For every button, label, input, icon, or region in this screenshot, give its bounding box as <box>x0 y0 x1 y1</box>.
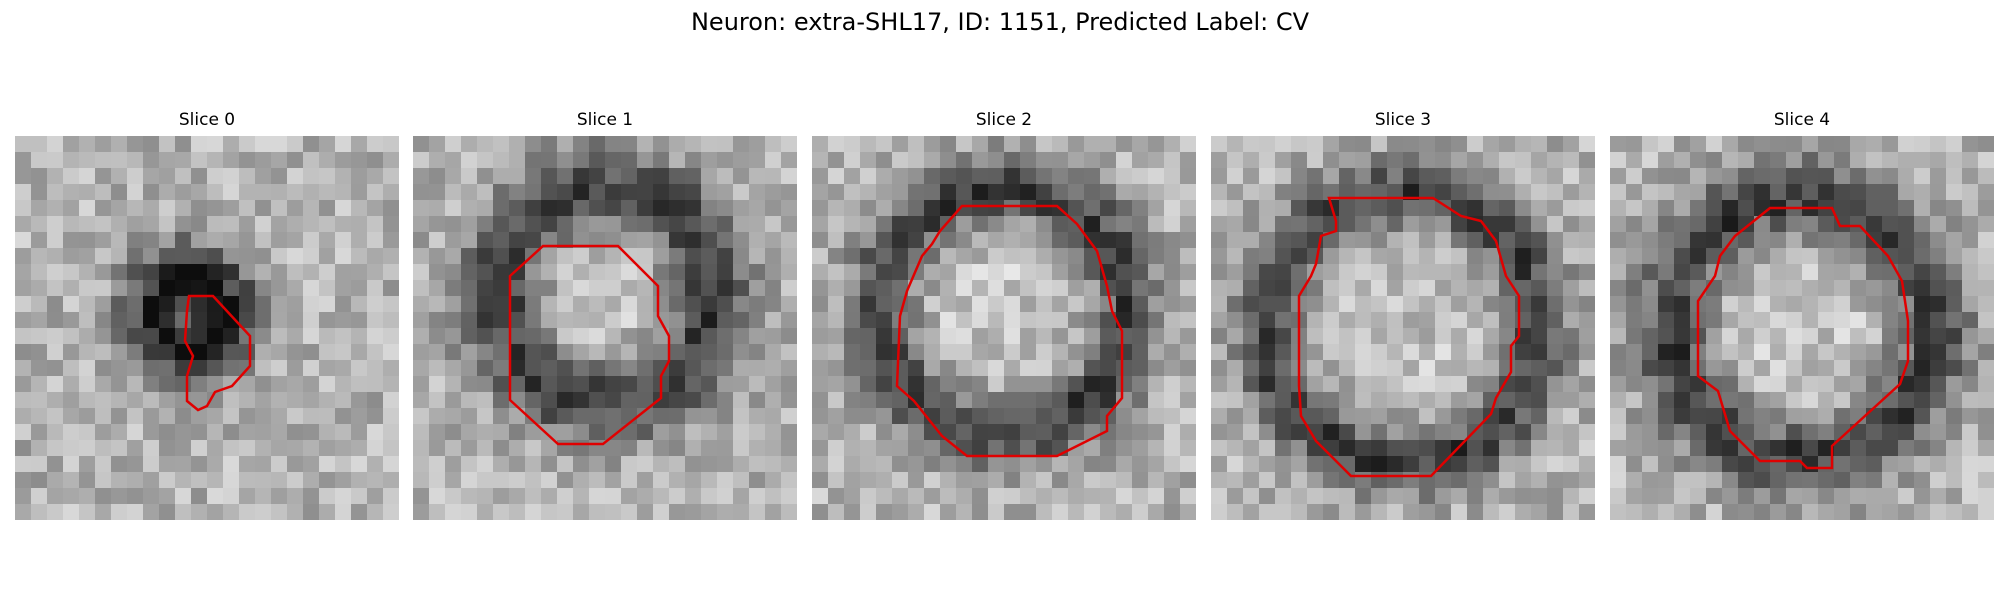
slice-title-3: Slice 3 <box>1374 110 1432 130</box>
slice-title-1: Slice 1 <box>576 110 634 130</box>
slice-title-2: Slice 2 <box>975 110 1033 130</box>
contour-outline-1 <box>508 244 671 446</box>
slice-panel-4: Slice 4 <box>1610 108 1994 520</box>
slice-panel-1: Slice 1 <box>413 108 797 520</box>
contour-outline-3 <box>1297 196 1521 478</box>
slice-image-2 <box>812 136 1196 520</box>
contour-outline-4 <box>1696 206 1910 470</box>
slice-image-1 <box>413 136 797 520</box>
slice-title-4: Slice 4 <box>1773 110 1831 130</box>
slice-panel-2: Slice 2 <box>812 108 1196 520</box>
slice-title-0: Slice 0 <box>178 110 236 130</box>
slice-image-0 <box>15 136 399 520</box>
slice-panel-3: Slice 3 <box>1211 108 1595 520</box>
slice-image-3 <box>1211 136 1595 520</box>
figure-title: Neuron: extra-SHL17, ID: 1151, Predicted… <box>690 8 1310 36</box>
contour-outline-0 <box>183 294 252 412</box>
slice-panel-0: Slice 0 <box>15 108 399 520</box>
slice-image-4 <box>1610 136 1994 520</box>
contour-outline-2 <box>895 204 1124 458</box>
